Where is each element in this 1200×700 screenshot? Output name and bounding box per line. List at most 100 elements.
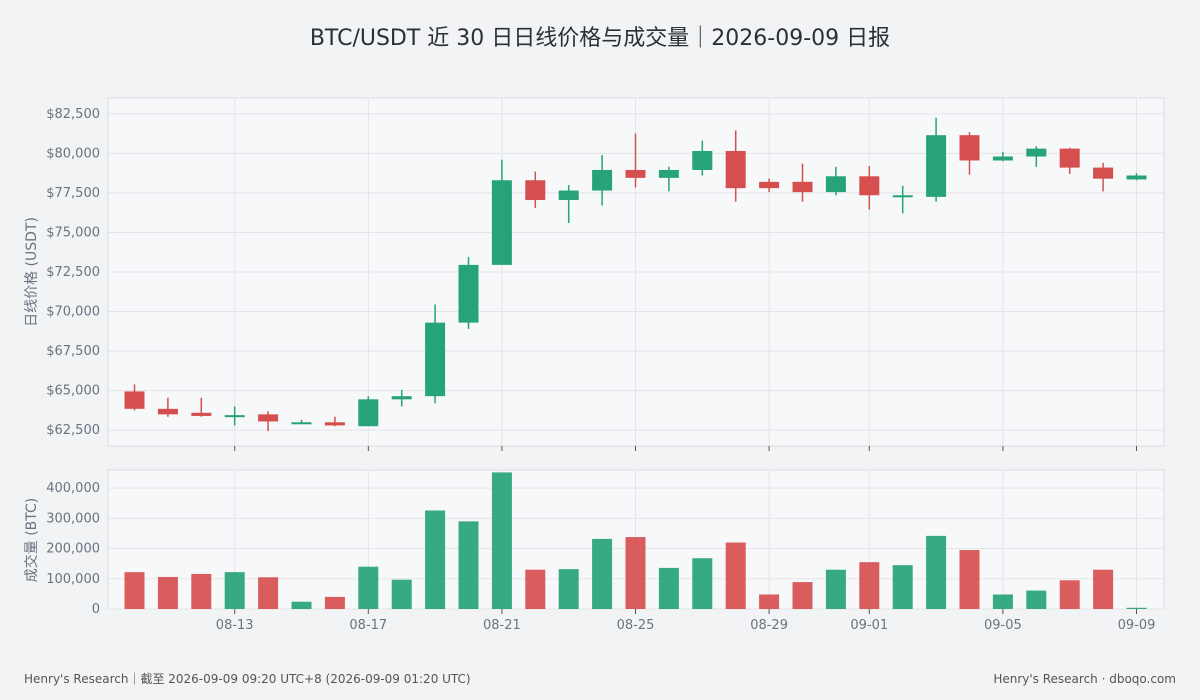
price-tick-label: $65,000 (46, 384, 100, 399)
price-grid (108, 98, 1164, 446)
candle (558, 185, 579, 223)
candle (157, 397, 178, 417)
candle (859, 166, 880, 210)
candle (258, 411, 279, 431)
candle (1126, 173, 1147, 181)
candle-body (959, 135, 980, 161)
price-tick-label: $67,500 (46, 344, 100, 359)
candle-body (792, 181, 813, 193)
candle-body (324, 422, 345, 426)
candle (425, 304, 446, 404)
candle-body (358, 399, 379, 427)
footer-left: Henry's Research｜截至 2026-09-09 09:20 UTC… (24, 672, 471, 686)
candle-body (224, 415, 245, 418)
volume-bar (592, 538, 613, 609)
price-tick-label: $72,500 (46, 265, 100, 280)
candle (491, 159, 512, 265)
volume-bar (959, 550, 980, 609)
candle-body (525, 180, 546, 201)
volume-bar (124, 572, 145, 609)
candle (725, 130, 746, 202)
price-tick-label: $75,000 (46, 225, 100, 240)
candle (658, 166, 679, 192)
price-tick-label: $70,000 (46, 305, 100, 320)
price-tick-label: $77,500 (46, 186, 100, 201)
volume-bar (358, 566, 379, 609)
candle (926, 117, 947, 202)
volume-bar (558, 569, 579, 609)
candle-body (859, 176, 880, 196)
volume-y-axis: 0 100,000 200,000 300,000 400,000 (46, 481, 100, 617)
volume-bar (525, 569, 546, 609)
x-tick-label: 08-29 (750, 618, 788, 633)
candle-body (1093, 167, 1114, 179)
volume-bar (258, 577, 279, 609)
candle-body (992, 156, 1013, 161)
volume-bar (759, 594, 780, 609)
candle-body (1126, 175, 1147, 180)
x-tick-label: 08-13 (216, 618, 254, 633)
volume-bar (725, 542, 746, 609)
volume-tick-label: 100,000 (46, 572, 100, 587)
volume-bar (491, 472, 512, 609)
volume-bar (391, 579, 412, 609)
candle-body (491, 180, 512, 265)
volume-bar (458, 521, 479, 609)
candle (992, 151, 1013, 162)
candle (892, 185, 913, 214)
candle (324, 416, 345, 427)
candle (191, 397, 212, 417)
candle (291, 419, 312, 425)
volume-bar (859, 562, 880, 609)
volume-axis-label: 成交量 (BTC) (23, 498, 40, 583)
candle-body (191, 412, 212, 416)
volume-bar (992, 594, 1013, 609)
candle-body (425, 322, 446, 397)
volume-bar (425, 510, 446, 609)
x-tick-label: 08-17 (349, 618, 387, 633)
x-tick-label: 09-09 (1118, 618, 1156, 633)
volume-bar (224, 572, 245, 609)
price-y-axis: $62,500 $65,000 $67,500 $70,000 $72,500 $75,0… (46, 107, 100, 438)
candle-body (658, 169, 679, 178)
candle-body (458, 264, 479, 323)
candlestick-series (124, 117, 1147, 431)
volume-bar (892, 565, 913, 609)
candle (124, 384, 145, 411)
volume-bar (291, 601, 312, 609)
x-tick-label: 08-21 (483, 618, 521, 633)
volume-bar (324, 596, 345, 609)
volume-bar (926, 535, 947, 609)
candle (458, 256, 479, 329)
candle-body (725, 150, 746, 189)
candle (625, 133, 646, 188)
volume-tick-label: 300,000 (46, 511, 100, 526)
volume-bar (625, 537, 646, 609)
footer-right: Henry's Research · dboqo.com (993, 672, 1176, 686)
volume-bar (825, 569, 846, 609)
candle (1059, 147, 1080, 174)
volume-bar (191, 573, 212, 609)
candle (1026, 146, 1047, 167)
x-tick-label: 09-01 (850, 618, 888, 633)
volume-tick-label: 400,000 (46, 481, 100, 496)
chart-title: BTC/USDT 近 30 日日线价格与成交量｜2026-09-09 日报 (310, 26, 890, 51)
candle-body (892, 195, 913, 198)
candle-body (1059, 148, 1080, 168)
candle-body (926, 135, 947, 197)
volume-bar (1059, 580, 1080, 609)
candle (224, 406, 245, 426)
candle-body (1026, 148, 1047, 157)
price-tick-label: $62,500 (46, 423, 100, 438)
volume-tick-label: 200,000 (46, 542, 100, 557)
candle-body (391, 396, 412, 400)
volume-tick-label: 0 (92, 602, 100, 617)
candle-body (124, 391, 145, 409)
volume-bar (157, 576, 178, 609)
x-tick-label: 08-25 (617, 618, 655, 633)
candle (358, 396, 379, 427)
candle (825, 166, 846, 196)
candle (792, 163, 813, 202)
x-axis: 08-13 08-17 08-21 08-25 08-29 09-01 09-05 09-09 (216, 446, 1156, 633)
